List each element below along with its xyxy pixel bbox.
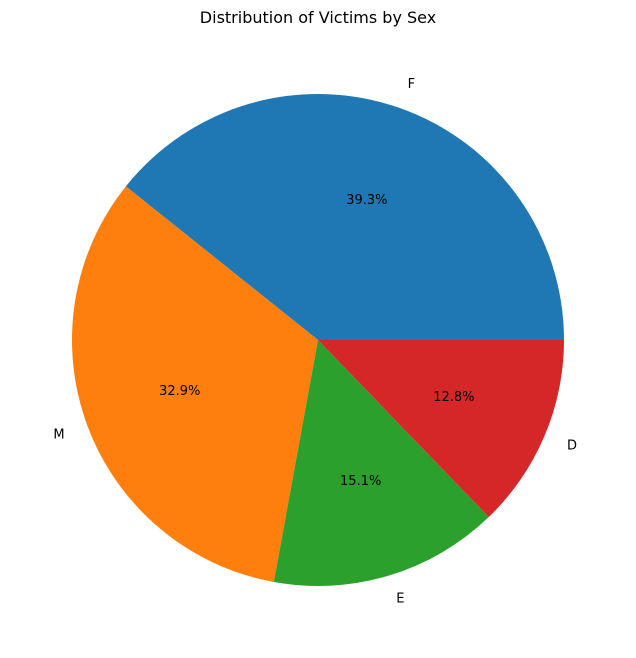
pie-slice-D [318,340,564,518]
category-label-M: M [53,427,64,442]
percent-label-D: 12.8% [433,390,474,405]
percent-label-M: 32.9% [159,384,200,399]
category-label-D: D [567,438,577,453]
pie-slice-M [72,186,318,583]
percent-label-E: 15.1% [340,474,381,489]
category-label-F: F [408,77,415,92]
percent-label-F: 39.3% [346,193,387,208]
pie-slice-F [125,93,565,340]
pie-labels: F 39.3% M 32.9% E 15.1% D 12.8% [53,77,577,606]
category-label-E: E [396,592,404,607]
chart-title: Distribution of Victims by Sex [200,8,436,27]
pie-slices [72,93,565,586]
pie-slice-E [273,340,489,586]
